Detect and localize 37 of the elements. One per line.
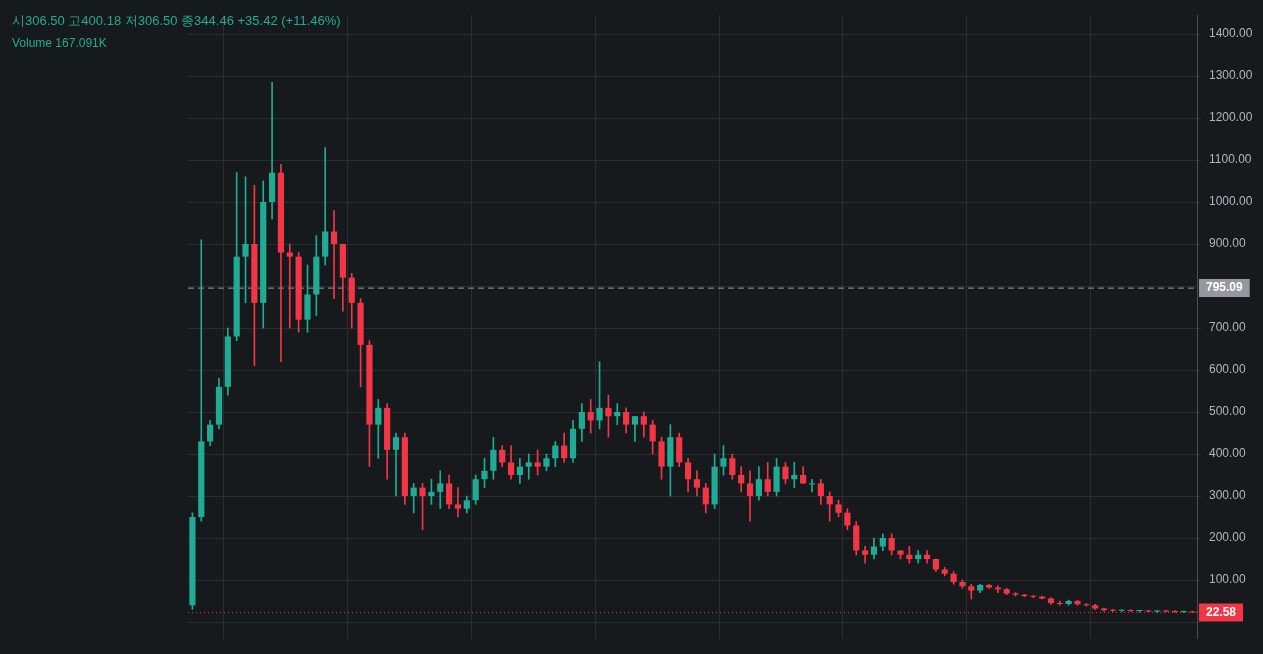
y-tick-label: 700.00 — [1209, 320, 1247, 335]
candlestick — [791, 462, 798, 488]
y-tick-label: 200.00 — [1209, 530, 1247, 545]
y-tick-label: 1200.00 — [1209, 110, 1253, 125]
candlestick — [525, 453, 532, 480]
candlestick — [915, 550, 922, 564]
ref-line-label: 22.58 — [1206, 604, 1237, 619]
candlestick — [923, 550, 931, 564]
candlestick — [614, 403, 621, 425]
candlestick — [808, 478, 816, 493]
candlestick — [861, 546, 869, 564]
candlestick — [392, 432, 400, 497]
y-tick-label: 500.00 — [1209, 404, 1247, 419]
candlestick — [330, 210, 338, 299]
candlestick — [1118, 609, 1125, 612]
candlestick — [1056, 600, 1063, 606]
ref-line-label: 795.09 — [1206, 280, 1244, 295]
y-tick-label: 300.00 — [1209, 488, 1247, 503]
candlestick — [746, 470, 754, 522]
y-tick-label: 600.00 — [1209, 362, 1247, 377]
y-tick-label: 900.00 — [1209, 236, 1247, 251]
y-tick-label: 1000.00 — [1209, 194, 1253, 209]
candlestick — [454, 487, 462, 518]
candlestick — [322, 147, 329, 266]
candlestick — [1154, 610, 1161, 613]
candlestick — [268, 82, 276, 220]
candlestick — [286, 243, 293, 329]
y-tick-label: 400.00 — [1209, 446, 1247, 461]
y-tick-label: 100.00 — [1209, 572, 1247, 587]
annotation: 시306.50 고400.18 저306.50 종344.46 +35.42 (+11.46%) — [12, 12, 341, 30]
candlestick — [826, 491, 833, 522]
y-tick-label: 1100.00 — [1209, 152, 1252, 167]
candlestick — [587, 399, 594, 434]
text: Volume 167.091K — [12, 35, 108, 52]
candlestick — [437, 470, 444, 509]
y-tick-label: 1300.00 — [1209, 68, 1253, 83]
y-tick-label: 1400.00 — [1209, 26, 1253, 41]
